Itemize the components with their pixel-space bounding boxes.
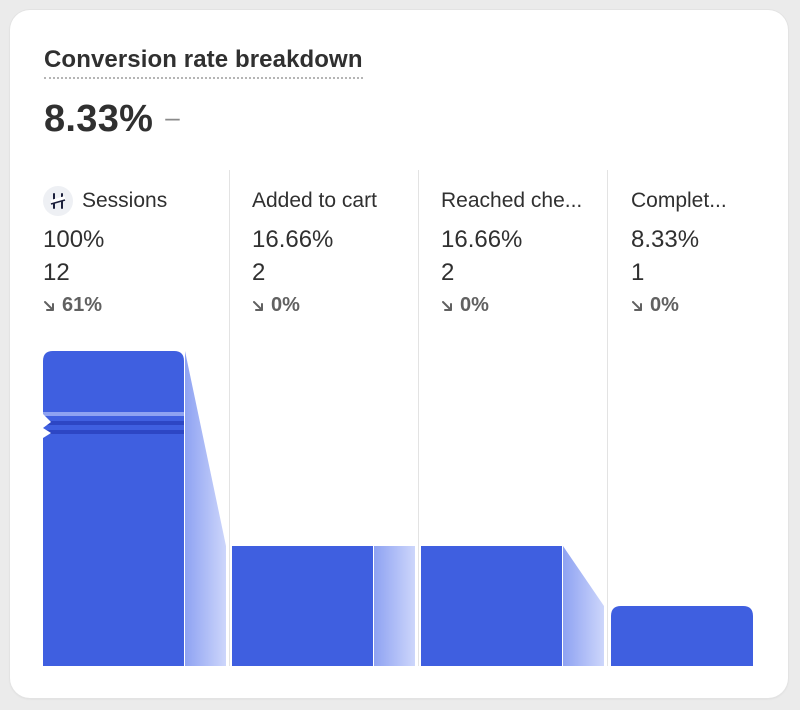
stage-label: Added to cart <box>252 189 377 212</box>
axis-break-band <box>43 430 184 434</box>
stage-reached-checkout: Reached che... 16.66% 2 0% <box>441 186 621 317</box>
stage-change-text: 0% <box>460 294 489 316</box>
conversion-rate-value: 8.33% <box>44 98 154 140</box>
stage-change-text: 0% <box>271 294 300 316</box>
stage-label: Sessions <box>43 186 223 216</box>
stage-change: 0% <box>252 294 432 317</box>
stage-change: 0% <box>631 294 800 317</box>
stage-count: 2 <box>441 259 455 286</box>
stage-count: 1 <box>631 259 645 286</box>
column-divider <box>607 170 608 666</box>
funnel-bar-2 <box>232 546 373 666</box>
stage-added-to-cart: Added to cart 16.66% 2 0% <box>252 186 432 317</box>
stage-count: 12 <box>43 259 70 286</box>
arrow-down-right-icon <box>252 300 264 312</box>
axis-break-band <box>43 421 184 425</box>
stage-label: Complet... <box>631 189 727 212</box>
stage-percent: 100% <box>43 226 105 253</box>
stage-change-text: 61% <box>62 294 103 316</box>
axis-break-icon <box>43 186 73 216</box>
stage-label: Reached che... <box>441 189 583 212</box>
funnel-bar-3 <box>421 546 562 666</box>
card-title[interactable]: Conversion rate breakdown <box>44 46 363 79</box>
funnel-bar-1 <box>43 351 184 666</box>
stage-percent: 16.66% <box>441 226 523 253</box>
column-divider <box>418 170 419 666</box>
stage-sessions: Sessions 100% 12 61% <box>43 186 223 317</box>
stage-percent: 16.66% <box>252 226 334 253</box>
stage-percent: 8.33% <box>631 226 700 253</box>
funnel-connector-3 <box>563 546 604 666</box>
stage-change: 61% <box>43 294 223 317</box>
stage-change-text: 0% <box>650 294 679 316</box>
funnel-connector-1 <box>185 351 226 666</box>
axis-break-notch <box>43 414 51 428</box>
axis-break-band <box>43 412 184 416</box>
arrow-down-right-icon <box>43 300 55 312</box>
stage-label-text: Sessions <box>82 189 168 212</box>
column-divider <box>229 170 230 666</box>
stage-change: 0% <box>441 294 621 317</box>
stage-count: 2 <box>252 259 266 286</box>
funnel-bar-4 <box>611 606 753 666</box>
axis-break-notch <box>43 428 51 438</box>
arrow-down-right-icon <box>631 300 643 312</box>
funnel-connector-2 <box>374 546 415 666</box>
conversion-rate-change: – <box>165 102 180 132</box>
funnel-chart <box>43 351 753 666</box>
arrow-down-right-icon <box>441 300 453 312</box>
stage-completed-checkout: Complet... 8.33% 1 0% <box>631 186 800 317</box>
conversion-card: Conversion rate breakdown 8.33% – Sessio… <box>10 10 788 698</box>
metric-row: 8.33% – <box>44 98 180 141</box>
